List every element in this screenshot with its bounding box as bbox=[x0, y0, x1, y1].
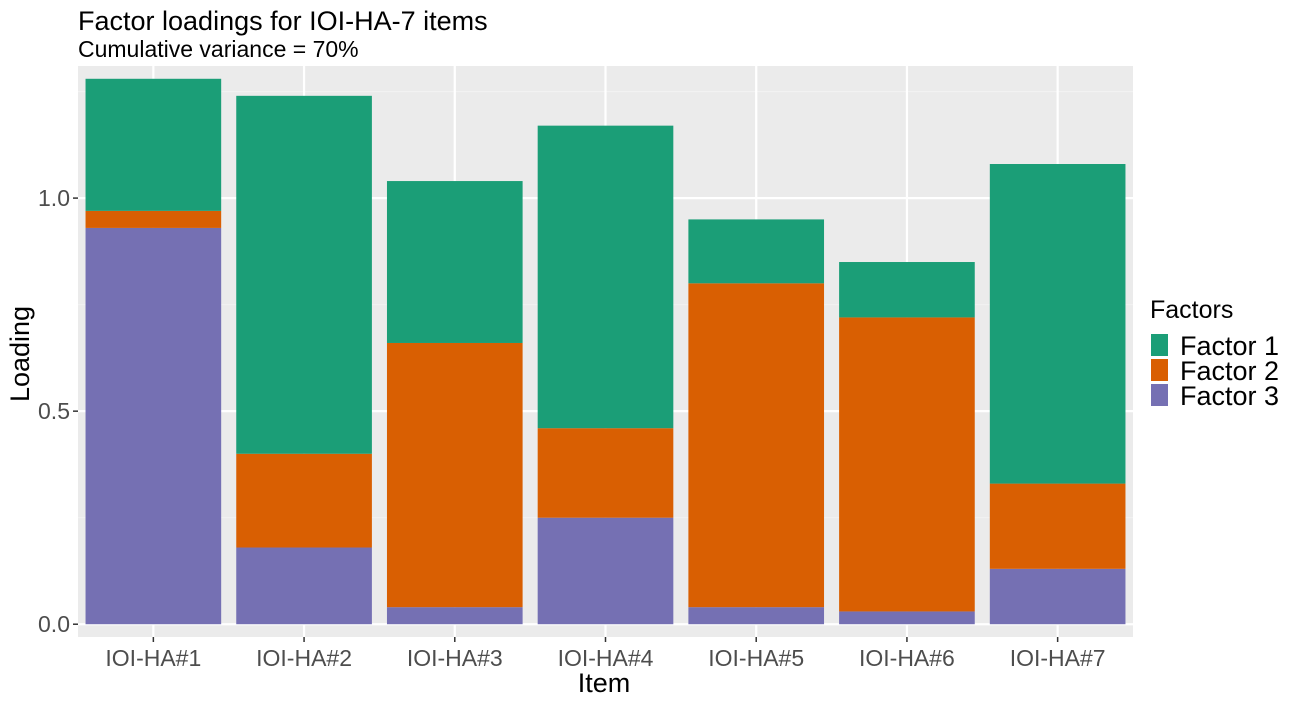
bar-factor-3-ioi-ha-2 bbox=[236, 547, 372, 625]
x-axis-title: Item bbox=[578, 668, 631, 698]
bar-factor-3-ioi-ha-3 bbox=[386, 607, 523, 625]
bars bbox=[85, 78, 1126, 625]
bar-factor-3-ioi-ha-1 bbox=[85, 227, 222, 625]
bar-factor-2-ioi-ha-6 bbox=[839, 317, 975, 612]
x-tick-label: IOI-HA#2 bbox=[256, 645, 352, 671]
bar-factor-1-ioi-ha-6 bbox=[839, 262, 975, 318]
legend-key bbox=[1151, 359, 1168, 381]
bar-factor-1-ioi-ha-5 bbox=[688, 219, 825, 284]
x-tick-label: IOI-HA#1 bbox=[105, 645, 201, 671]
bar-factor-1-ioi-ha-7 bbox=[989, 164, 1126, 484]
y-axis-title: Loading bbox=[5, 306, 35, 402]
y-tick-label: 1.0 bbox=[38, 185, 70, 211]
bar-factor-2-ioi-ha-1 bbox=[85, 210, 222, 228]
x-axis: IOI-HA#1 IOI-HA#2 IOI-HA#3 IOI-HA#4 IOI-HA#5… bbox=[105, 637, 1106, 671]
bar-factor-2-ioi-ha-7 bbox=[989, 483, 1126, 569]
bar-factor-3-ioi-ha-6 bbox=[839, 611, 975, 625]
legend-key bbox=[1151, 334, 1168, 356]
x-tick-label: IOI-HA#3 bbox=[407, 645, 503, 671]
legend-title: Factors bbox=[1150, 296, 1233, 324]
legend-label: Factor 2 bbox=[1180, 356, 1279, 386]
bar-factor-2-ioi-ha-2 bbox=[236, 453, 372, 548]
bar-factor-2-ioi-ha-5 bbox=[688, 283, 825, 608]
chart-subtitle: Cumulative variance = 70% bbox=[78, 36, 359, 62]
bar-factor-3-ioi-ha-7 bbox=[989, 568, 1126, 625]
x-tick-label: IOI-HA#5 bbox=[708, 645, 804, 671]
bar-factor-2-ioi-ha-4 bbox=[537, 428, 674, 518]
bar-factor-1-ioi-ha-1 bbox=[85, 78, 222, 211]
legend-key bbox=[1151, 384, 1168, 406]
chart-title: Factor loadings for IOI-HA-7 items bbox=[78, 6, 488, 36]
bar-factor-2-ioi-ha-3 bbox=[386, 342, 523, 608]
bar-factor-3-ioi-ha-4 bbox=[537, 517, 674, 625]
x-tick-label: IOI-HA#7 bbox=[1010, 645, 1106, 671]
x-tick-label: IOI-HA#6 bbox=[859, 645, 955, 671]
y-axis: 0.0 0.5 1.0 bbox=[38, 185, 78, 637]
bar-factor-1-ioi-ha-2 bbox=[236, 95, 372, 454]
legend-label: Factor 1 bbox=[1180, 331, 1279, 361]
bar-factor-1-ioi-ha-4 bbox=[537, 125, 674, 429]
y-tick-label: 0.0 bbox=[38, 611, 70, 637]
y-tick-label: 0.5 bbox=[38, 398, 70, 424]
legend-label: Factor 3 bbox=[1180, 381, 1279, 411]
bar-factor-1-ioi-ha-3 bbox=[386, 181, 523, 343]
bar-factor-3-ioi-ha-5 bbox=[688, 607, 825, 625]
x-tick-label: IOI-HA#4 bbox=[558, 645, 654, 671]
